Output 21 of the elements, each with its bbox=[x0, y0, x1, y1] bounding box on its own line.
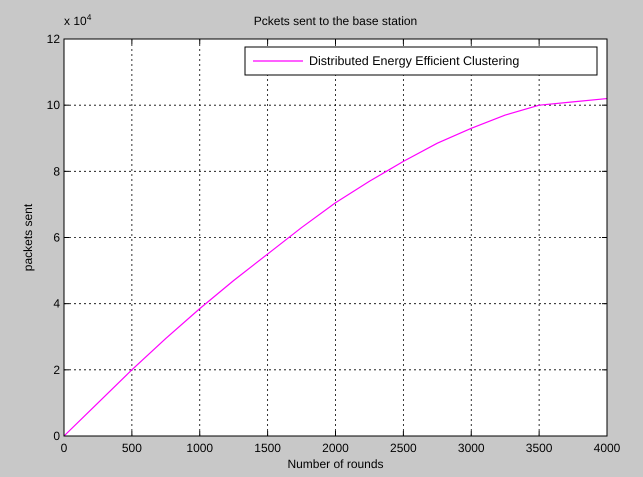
y-tick-label: 8 bbox=[53, 164, 60, 178]
x-tick-label: 1500 bbox=[254, 441, 282, 455]
line-series bbox=[63, 98, 608, 437]
y-tick-label: 2 bbox=[53, 362, 60, 377]
y-tick-label: 4 bbox=[53, 296, 60, 311]
x-tick-label: 500 bbox=[122, 441, 142, 455]
x-axis-title: Number of rounds bbox=[287, 457, 384, 471]
text: x 10$^{4}$ bbox=[64, 12, 92, 28]
y-tick-label: 10 bbox=[46, 98, 60, 112]
legend-label: Distributed Energy Efficient Clustering bbox=[309, 54, 520, 68]
y-tick-label: 0 bbox=[53, 429, 60, 443]
x-tick-label: 3500 bbox=[526, 441, 553, 455]
y-tick-label: 6 bbox=[53, 230, 60, 244]
chart-title: Pckets sent to the base station bbox=[254, 14, 418, 28]
x-tick-label: 1000 bbox=[186, 441, 214, 455]
x-tick-label: 2500 bbox=[390, 441, 418, 455]
x-tick-label: 2000 bbox=[322, 441, 350, 455]
y-tick-label: 12 bbox=[46, 32, 60, 46]
y-axis-title: packets sent bbox=[21, 203, 35, 272]
x-tick-label: 4000 bbox=[594, 441, 621, 455]
x-tick-label: 3000 bbox=[458, 441, 485, 455]
